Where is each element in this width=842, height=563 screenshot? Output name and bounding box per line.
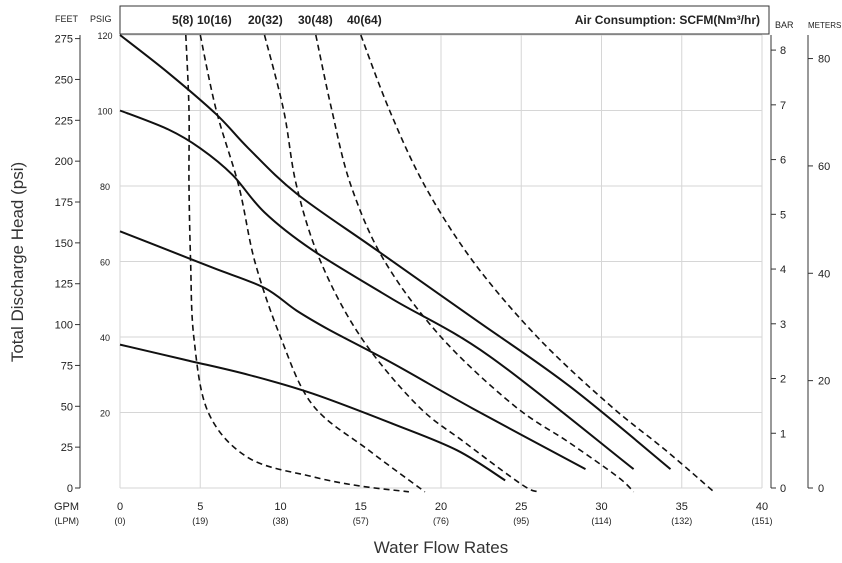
meters-tick-label: 60: [818, 161, 830, 173]
gpm-unit-label: GPM: [54, 501, 79, 513]
air-consumption-value: 20(32): [248, 13, 283, 27]
grid: [119, 34, 763, 489]
psig-tick-label: 120: [97, 31, 112, 41]
feet-unit-label: FEET: [55, 14, 79, 24]
x-tick-label-lpm: (114): [591, 516, 611, 526]
air-consumption-value: 40(64): [347, 13, 382, 27]
pressure-curve: [119, 230, 586, 470]
feet-tick-label: 250: [55, 74, 73, 86]
feet-tick-label: 150: [55, 238, 73, 250]
feet-tick-label: 125: [55, 279, 73, 291]
air-consumption-curve: [315, 34, 635, 493]
x-tick-label-lpm: (151): [751, 516, 772, 526]
psig-tick-label: 20: [100, 409, 110, 419]
air-consumption-value: 10(16): [197, 13, 232, 27]
feet-tick-label: 225: [55, 115, 73, 127]
axes: 0(0)5(19)10(38)15(57)20(76)25(95)30(114)…: [55, 31, 831, 526]
x-tick-label-lpm: (0): [115, 516, 126, 526]
feet-tick-label: 275: [55, 34, 73, 46]
feet-tick-label: 200: [55, 156, 73, 168]
bar-tick-label: 8: [780, 45, 786, 57]
pressure-curves: [119, 34, 672, 482]
bar-tick-label: 6: [780, 155, 786, 167]
psig-tick-label: 40: [100, 333, 110, 343]
air-consumption-header-box: [119, 5, 770, 35]
meters-unit-label: METERS: [808, 21, 841, 30]
x-axis-title: Water Flow Rates: [374, 538, 508, 557]
pressure-curve: [119, 343, 506, 482]
air-consumption-curve: [199, 34, 426, 493]
pressure-curve: [119, 109, 635, 470]
x-tick-label: 5: [197, 501, 203, 513]
x-tick-label: 15: [355, 501, 367, 513]
x-tick-label-lpm: (19): [192, 516, 208, 526]
psig-tick-label: 100: [97, 107, 112, 117]
x-tick-label: 35: [676, 501, 688, 513]
bar-tick-label: 0: [780, 483, 786, 495]
bar-tick-label: 1: [780, 428, 786, 440]
x-tick-label: 0: [117, 501, 123, 513]
y-axis-title: Total Discharge Head (psi): [8, 162, 27, 362]
feet-tick-label: 25: [61, 442, 73, 454]
bar-tick-label: 2: [780, 374, 786, 386]
x-tick-label: 20: [435, 501, 447, 513]
air-consumption-curve: [185, 34, 409, 493]
meters-tick-label: 0: [818, 483, 824, 495]
air-consumption-curve: [263, 34, 538, 493]
x-tick-label-lpm: (38): [272, 516, 288, 526]
x-tick-label: 30: [595, 501, 607, 513]
x-tick-label: 10: [274, 501, 286, 513]
x-tick-label-lpm: (132): [671, 516, 692, 526]
x-tick-label: 40: [756, 501, 768, 513]
air-consumption-values: 5(8) 10(16) 20(32) 30(48) 40(64): [172, 13, 382, 27]
bar-unit-label: BAR: [775, 20, 794, 30]
pressure-curve: [119, 34, 672, 470]
air-consumption-value: 30(48): [298, 13, 333, 27]
bar-tick-label: 3: [780, 319, 786, 331]
psig-unit-label: PSIG: [90, 14, 112, 24]
psig-tick-label: 80: [100, 182, 110, 192]
feet-tick-label: 75: [61, 360, 73, 372]
feet-tick-label: 175: [55, 197, 73, 209]
feet-tick-label: 100: [55, 320, 73, 332]
air-consumption-label: Air Consumption: SCFM(Nm³/hr): [575, 13, 760, 27]
feet-tick-label: 0: [67, 483, 73, 495]
meters-tick-label: 80: [818, 54, 830, 66]
bar-tick-label: 4: [780, 264, 786, 276]
bar-tick-label: 5: [780, 209, 786, 221]
meters-tick-label: 20: [818, 376, 830, 388]
lpm-unit-label: (LPM): [55, 516, 80, 526]
air-consumption-curves: [185, 34, 715, 493]
bar-tick-label: 7: [780, 100, 786, 112]
air-consumption-curve: [360, 34, 715, 493]
psig-tick-label: 60: [100, 258, 110, 268]
x-tick-label-lpm: (57): [353, 516, 369, 526]
feet-tick-label: 50: [61, 401, 73, 413]
x-tick-label-lpm: (95): [513, 516, 529, 526]
x-tick-label: 25: [515, 501, 527, 513]
air-consumption-value: 5(8): [172, 13, 193, 27]
meters-tick-label: 40: [818, 268, 830, 280]
x-tick-label-lpm: (76): [433, 516, 449, 526]
